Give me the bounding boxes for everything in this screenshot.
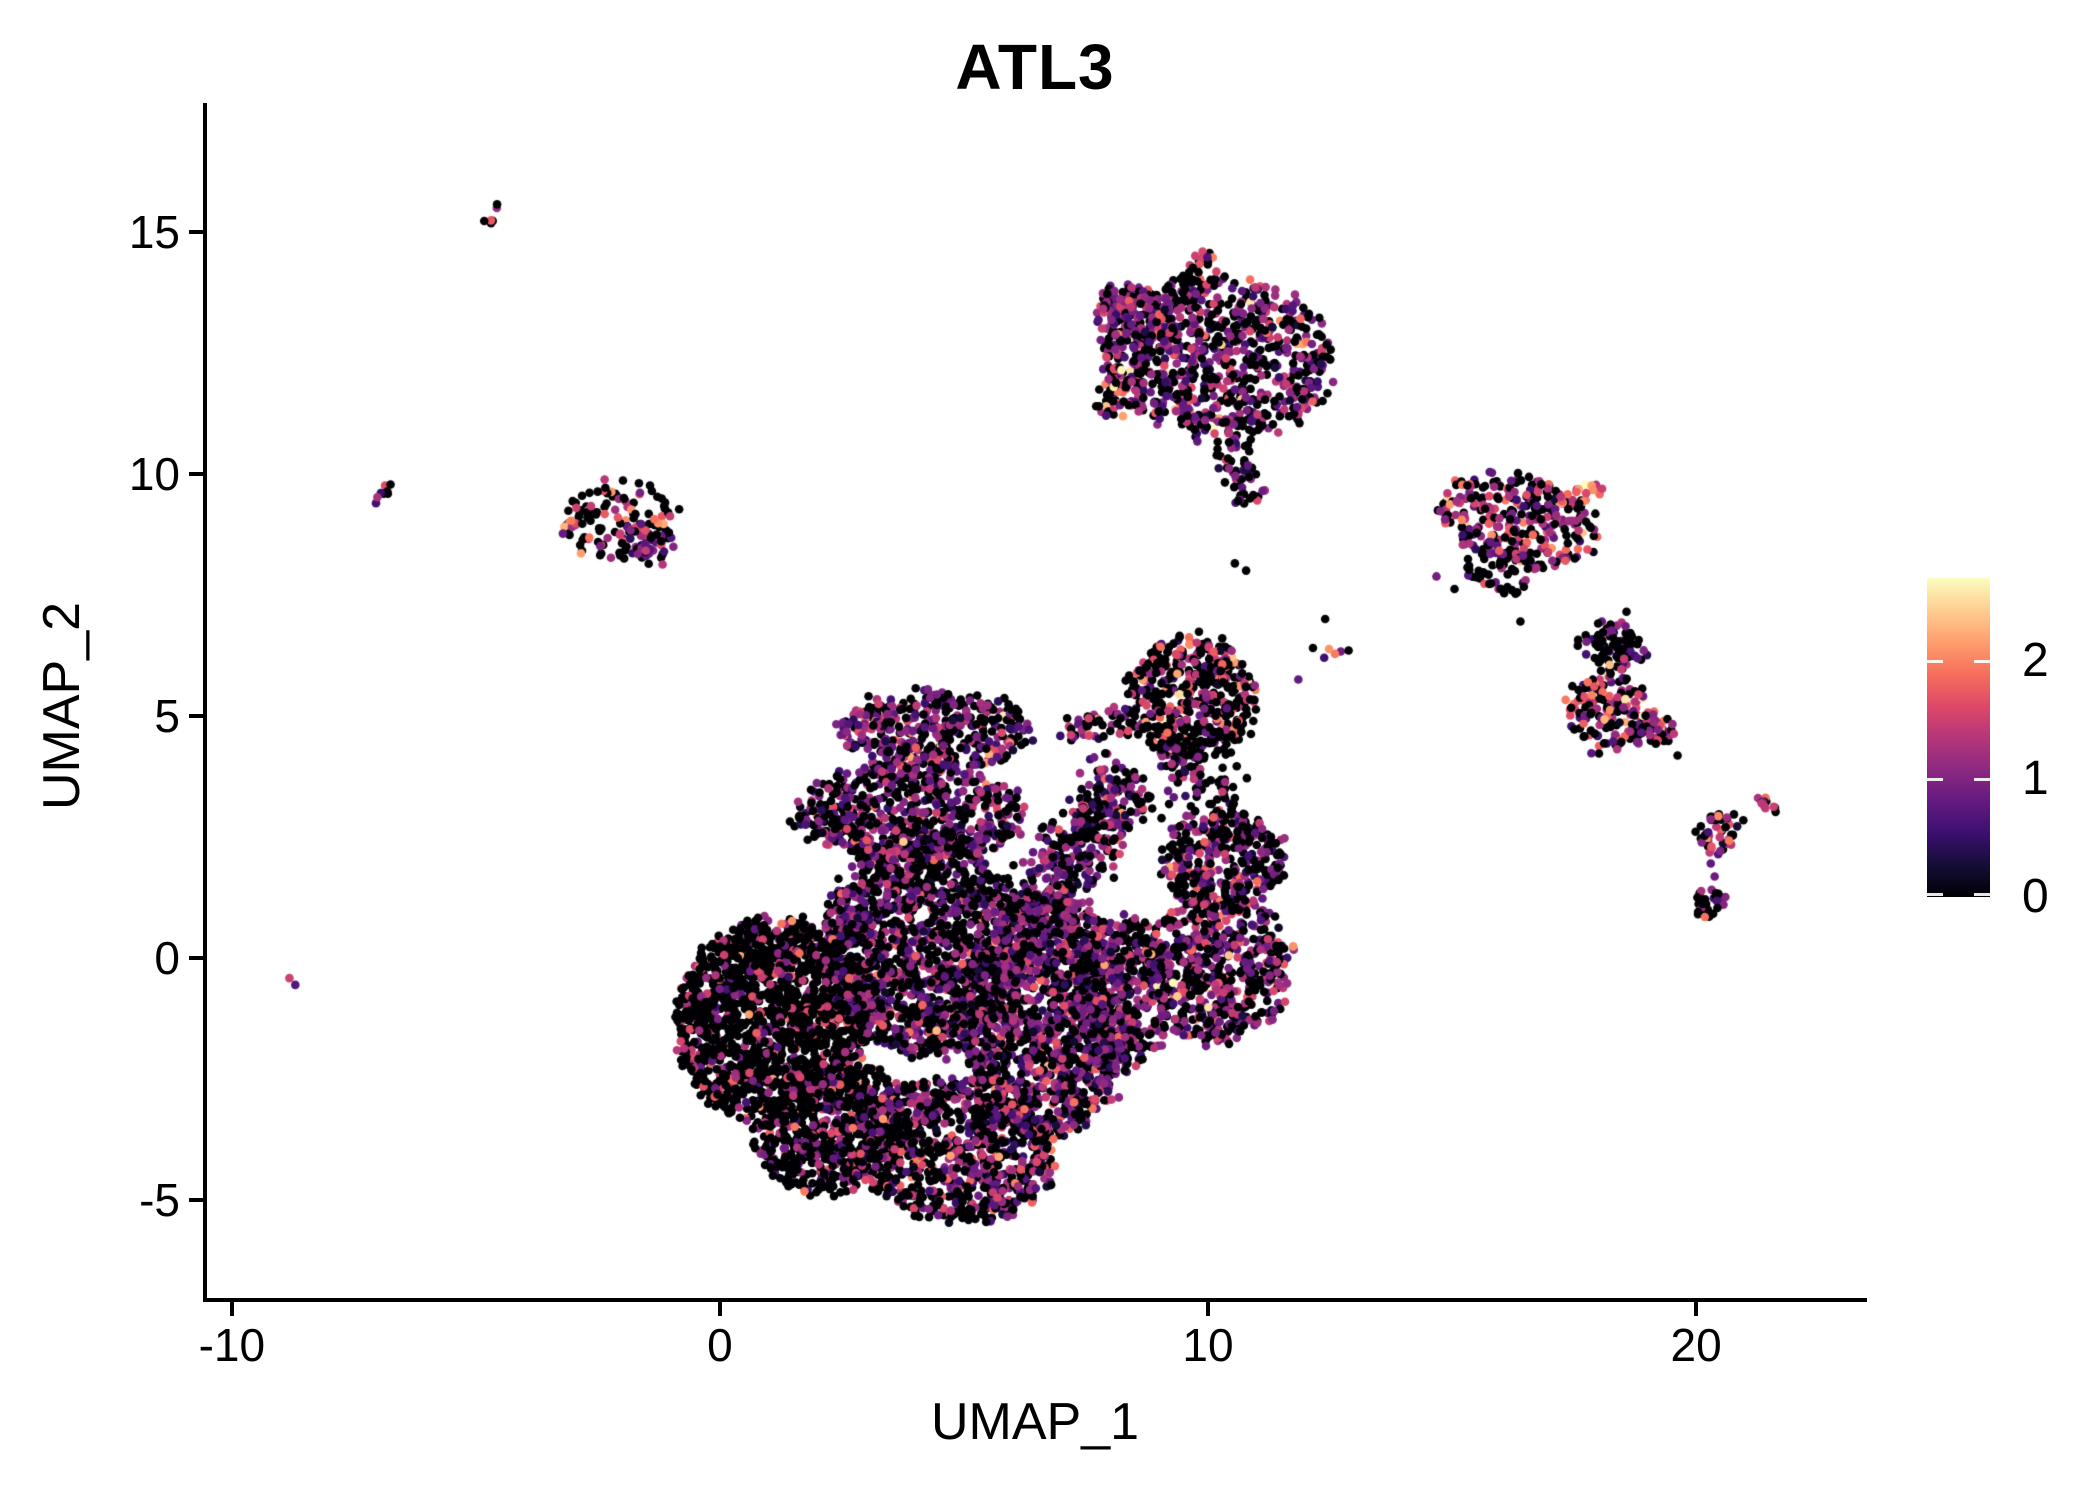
y-tick-mark [189, 229, 203, 234]
x-axis-title: UMAP_1 [930, 1393, 1140, 1451]
y-tick-label: 0 [154, 931, 180, 984]
y-tick-mark [189, 471, 203, 476]
x-tick-mark [1206, 1302, 1211, 1316]
y-axis-line [203, 103, 207, 1302]
y-tick-mark [189, 955, 203, 960]
x-tick-label: -10 [198, 1319, 266, 1371]
y-tick-label: 10 [128, 447, 180, 500]
x-tick-mark [229, 1302, 234, 1316]
colorbar-gradient [1927, 578, 1990, 897]
colorbar-tick-mark [1974, 777, 1990, 781]
expression-colorbar [1927, 578, 1990, 897]
colorbar-tick-label: 2 [2022, 633, 2049, 687]
y-tick-label: 15 [128, 205, 180, 258]
x-tick-label: 20 [1670, 1319, 1722, 1371]
colorbar-tick-mark [1927, 893, 1943, 896]
colorbar-tick-label: 0 [2022, 870, 2049, 923]
x-tick-label: 0 [707, 1319, 733, 1371]
x-axis-line [203, 1298, 1867, 1302]
y-tick-label: -5 [139, 1173, 180, 1226]
y-tick-label: 5 [154, 689, 180, 742]
y-tick-mark [189, 713, 203, 718]
x-tick-mark [717, 1302, 722, 1316]
plot-title: ATL3 [955, 31, 1115, 103]
x-tick-label: 10 [1182, 1319, 1234, 1371]
colorbar-tick-mark [1927, 777, 1943, 781]
x-tick-mark [1694, 1302, 1699, 1316]
colorbar-tick-mark [1974, 659, 1990, 663]
y-tick-mark [189, 1197, 203, 1202]
y-axis-title: UMAP_2 [33, 601, 91, 811]
colorbar-tick-mark [1974, 893, 1990, 896]
colorbar-tick-label: 1 [2022, 751, 2049, 805]
colorbar-tick-mark [1927, 659, 1943, 663]
